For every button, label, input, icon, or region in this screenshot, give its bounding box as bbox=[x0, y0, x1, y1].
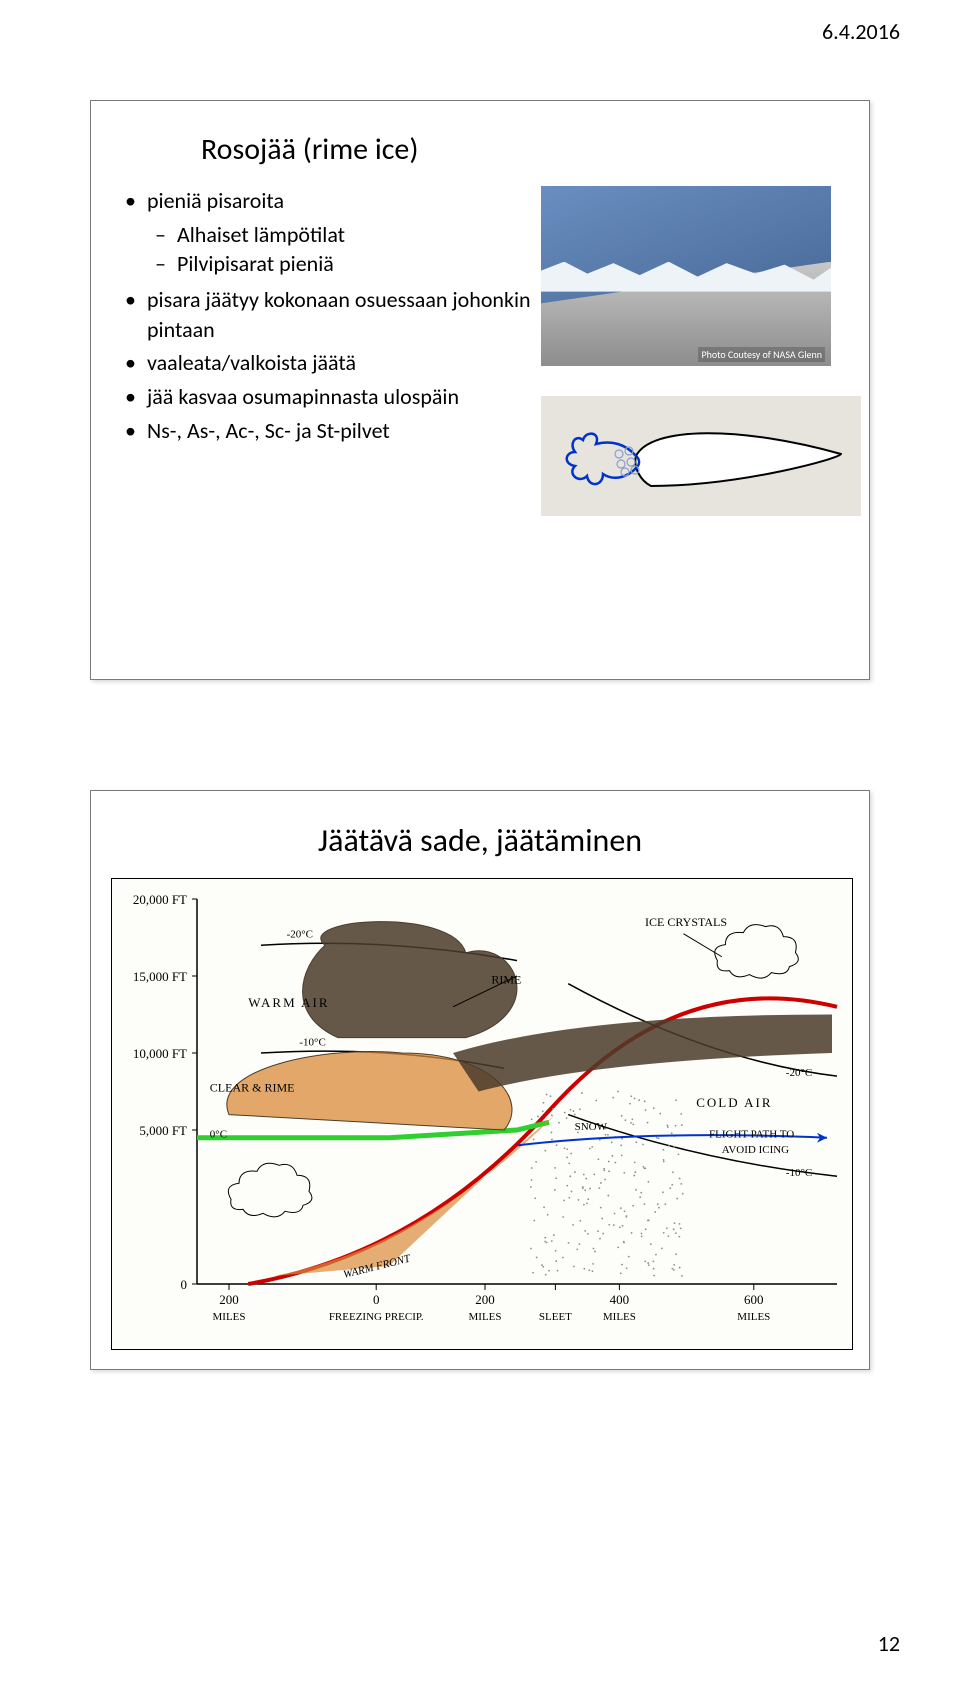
slide1-images: Photo Coutesy of NASA Glenn bbox=[541, 186, 861, 516]
svg-text:SLEET: SLEET bbox=[539, 1311, 572, 1323]
svg-text:WARM AIR: WARM AIR bbox=[248, 995, 329, 1010]
svg-text:AVOID ICING: AVOID ICING bbox=[722, 1144, 789, 1156]
wing-ice-photo: Photo Coutesy of NASA Glenn bbox=[541, 186, 831, 366]
droplet-cluster bbox=[615, 447, 639, 476]
photo-credit: Photo Coutesy of NASA Glenn bbox=[698, 347, 825, 362]
bullet-item: vaaleata/valkoista jäätä bbox=[121, 348, 541, 378]
svg-text:0°C: 0°C bbox=[210, 1129, 227, 1141]
svg-text:-10°C: -10°C bbox=[786, 1167, 812, 1179]
svg-text:MILES: MILES bbox=[213, 1311, 246, 1323]
svg-text:5,000 FT: 5,000 FT bbox=[139, 1123, 187, 1138]
icing-chart: 20,000 FT 15,000 FT 10,000 FT 5,000 FT 0 200 M… bbox=[111, 878, 853, 1350]
sub-bullet-item: Pilvipisarat pieniä bbox=[147, 249, 541, 279]
slide-freezing-rain: Jäätävä sade, jäätäminen 20,000 FT 15,000… bbox=[90, 790, 870, 1370]
svg-text:0: 0 bbox=[373, 1292, 380, 1307]
svg-text:20,000 FT: 20,000 FT bbox=[133, 892, 187, 907]
bullet-item: Ns-, As-, Ac-, Sc- ja St-pilvet bbox=[121, 416, 541, 446]
svg-text:MILES: MILES bbox=[469, 1311, 502, 1323]
svg-text:FREEZING PRECIP.: FREEZING PRECIP. bbox=[329, 1311, 424, 1323]
airfoil-diagram bbox=[541, 396, 861, 516]
sub-bullet-item: Alhaiset lämpötilat bbox=[147, 220, 541, 250]
svg-text:600: 600 bbox=[744, 1292, 764, 1307]
chart-svg: 20,000 FT 15,000 FT 10,000 FT 5,000 FT 0 200 M… bbox=[112, 879, 852, 1349]
svg-text:SNOW: SNOW bbox=[575, 1121, 608, 1133]
bullet-item: pieniä pisaroitaAlhaiset lämpötilatPilvi… bbox=[121, 186, 541, 279]
slide1-bullets: pieniä pisaroitaAlhaiset lämpötilatPilvi… bbox=[121, 186, 541, 516]
page: 6.4.2016 Rosojää (rime ice) pieniä pisar… bbox=[0, 0, 960, 1687]
rime-ice bbox=[541, 262, 831, 292]
svg-text:MILES: MILES bbox=[603, 1311, 636, 1323]
svg-text:CLEAR & RIME: CLEAR & RIME bbox=[210, 1081, 295, 1095]
svg-text:COLD AIR: COLD AIR bbox=[696, 1095, 772, 1110]
bullet-item: jää kasvaa osumapinnasta ulospäin bbox=[121, 382, 541, 412]
svg-text:400: 400 bbox=[610, 1292, 630, 1307]
svg-text:-20°C: -20°C bbox=[287, 929, 313, 941]
slide-rime-ice: Rosojää (rime ice) pieniä pisaroitaAlhai… bbox=[90, 100, 870, 680]
page-number: 12 bbox=[878, 1630, 900, 1657]
airfoil-svg bbox=[541, 396, 861, 516]
svg-text:-20°C: -20°C bbox=[786, 1067, 812, 1079]
slide1-content: pieniä pisaroitaAlhaiset lämpötilatPilvi… bbox=[121, 186, 839, 516]
svg-text:FLIGHT PATH TO: FLIGHT PATH TO bbox=[709, 1129, 794, 1141]
slide2-title: Jäätävä sade, jäätäminen bbox=[111, 821, 849, 860]
svg-text:200: 200 bbox=[475, 1292, 495, 1307]
svg-text:10,000 FT: 10,000 FT bbox=[133, 1046, 187, 1061]
bullet-item: pisara jäätyy kokonaan osuessaan johonki… bbox=[121, 285, 541, 344]
svg-text:200: 200 bbox=[219, 1292, 239, 1307]
svg-text:-10°C: -10°C bbox=[299, 1036, 325, 1048]
header-date: 6.4.2016 bbox=[822, 18, 900, 45]
svg-text:ICE CRYSTALS: ICE CRYSTALS bbox=[645, 915, 727, 929]
svg-text:15,000 FT: 15,000 FT bbox=[133, 969, 187, 984]
slide1-title: Rosojää (rime ice) bbox=[201, 131, 839, 168]
svg-text:0: 0 bbox=[181, 1277, 188, 1292]
svg-text:MILES: MILES bbox=[737, 1311, 770, 1323]
airfoil-shape bbox=[635, 433, 841, 486]
svg-text:RIME: RIME bbox=[491, 973, 521, 987]
